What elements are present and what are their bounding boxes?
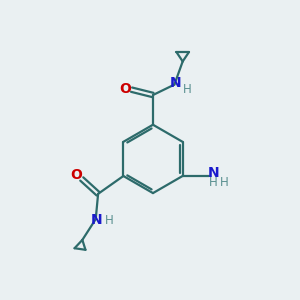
Text: O: O <box>70 168 82 182</box>
Text: N: N <box>91 213 103 227</box>
Text: O: O <box>119 82 131 96</box>
Text: N: N <box>170 76 182 90</box>
Text: H: H <box>220 176 228 189</box>
Text: H: H <box>105 214 113 227</box>
Text: N: N <box>207 166 219 180</box>
Text: H: H <box>209 176 218 189</box>
Text: H: H <box>183 82 192 96</box>
